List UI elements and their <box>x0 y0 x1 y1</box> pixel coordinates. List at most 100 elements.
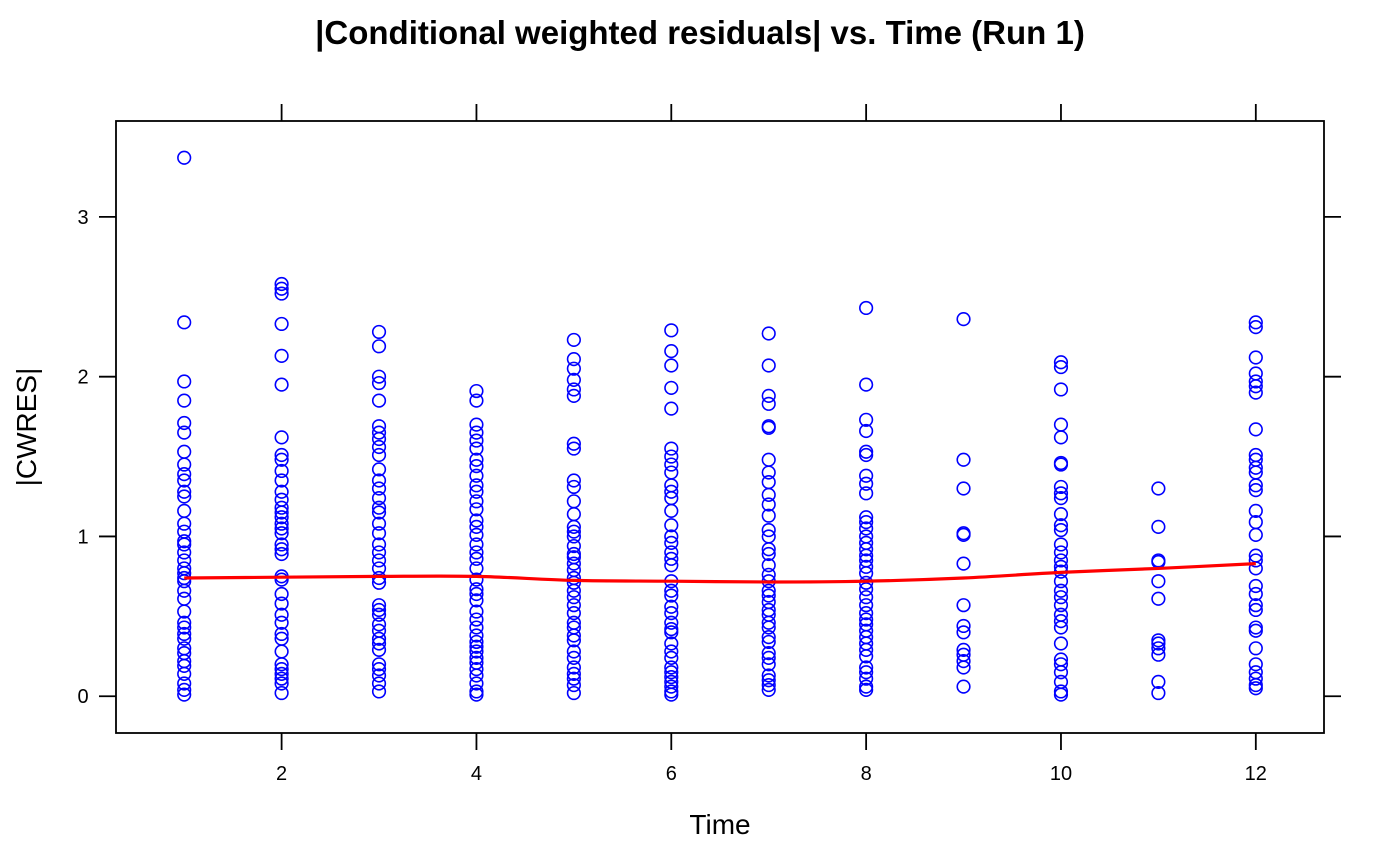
data-point <box>859 665 874 680</box>
data-point <box>761 650 776 665</box>
data-point <box>956 618 971 634</box>
data-point <box>177 682 192 697</box>
data-point <box>566 677 581 693</box>
data-point <box>371 447 387 463</box>
data-point <box>1151 647 1166 662</box>
data-point <box>566 524 581 539</box>
x-tick-label: 4 <box>471 763 482 785</box>
data-point <box>859 660 874 675</box>
data-point <box>469 537 484 552</box>
data-point <box>371 657 387 672</box>
data-point <box>566 441 581 456</box>
data-point <box>469 459 484 474</box>
data-point <box>469 561 484 576</box>
data-point <box>859 486 874 501</box>
data-point <box>566 529 581 544</box>
data-point <box>177 484 192 499</box>
data-point <box>274 276 289 292</box>
data-point <box>1053 417 1069 432</box>
data-point <box>566 479 581 495</box>
data-point <box>956 527 971 542</box>
data-point <box>371 553 387 568</box>
data-point <box>274 510 289 525</box>
data-point <box>274 615 289 630</box>
data-point <box>956 625 971 640</box>
data-point <box>371 602 387 618</box>
data-point <box>1248 478 1263 493</box>
data-point <box>1248 374 1263 389</box>
data-point <box>1053 522 1069 538</box>
data-point <box>1248 460 1263 475</box>
data-point <box>177 150 192 165</box>
data-point <box>956 312 971 327</box>
data-point <box>177 393 192 408</box>
data-point <box>469 612 484 627</box>
data-point <box>1248 320 1263 335</box>
data-point <box>566 388 581 403</box>
data-point <box>371 617 387 632</box>
data-point <box>274 521 289 536</box>
data-point <box>274 516 289 531</box>
data-point <box>956 452 971 467</box>
data-point <box>469 644 484 659</box>
data-point <box>1053 491 1069 506</box>
data-point <box>664 465 679 480</box>
data-point <box>371 516 387 531</box>
data-point <box>1248 315 1263 330</box>
data-point <box>274 586 289 602</box>
data-point <box>859 510 874 525</box>
data-point <box>761 546 776 562</box>
data-point <box>469 684 484 699</box>
data-point <box>469 502 484 517</box>
data-point <box>1248 623 1263 638</box>
data-point <box>859 642 874 658</box>
data-point <box>371 369 387 384</box>
data-point <box>1151 641 1166 656</box>
data-point <box>371 339 387 354</box>
data-point <box>664 503 679 518</box>
data-point <box>859 582 874 597</box>
data-point <box>469 425 484 440</box>
data-point <box>177 566 192 581</box>
data-point <box>859 377 874 392</box>
data-point <box>566 372 581 387</box>
data-point <box>664 343 679 359</box>
y-axis-label: |CWRES| <box>11 368 42 487</box>
data-point <box>371 598 387 613</box>
data-point <box>177 537 192 552</box>
data-point <box>664 323 679 338</box>
data-point <box>469 478 484 493</box>
data-point <box>1248 671 1263 686</box>
data-point <box>371 375 387 391</box>
data-point <box>469 634 484 650</box>
data-point <box>274 671 289 686</box>
data-point <box>566 556 581 571</box>
data-point <box>566 633 581 648</box>
data-point <box>177 626 192 642</box>
data-point <box>859 649 874 664</box>
data-point <box>566 671 581 686</box>
data-point <box>274 626 289 642</box>
data-point <box>664 529 679 544</box>
data-point <box>664 625 679 640</box>
x-axis-label: Time <box>689 809 750 840</box>
data-point <box>1053 636 1069 651</box>
data-point <box>1053 620 1069 635</box>
data-point <box>566 660 581 675</box>
data-point <box>1248 385 1263 400</box>
data-point <box>664 599 679 614</box>
data-point <box>177 604 192 619</box>
data-point <box>566 666 581 681</box>
data-point <box>859 447 874 463</box>
data-point <box>566 685 581 701</box>
plot-frame <box>115 120 1325 734</box>
data-point <box>371 425 387 440</box>
data-point <box>1053 359 1069 375</box>
data-point <box>469 687 484 702</box>
data-point <box>177 415 192 431</box>
data-point <box>566 332 581 348</box>
data-point <box>1248 553 1263 568</box>
x-tick-label: 6 <box>666 763 677 785</box>
data-point <box>469 668 484 683</box>
